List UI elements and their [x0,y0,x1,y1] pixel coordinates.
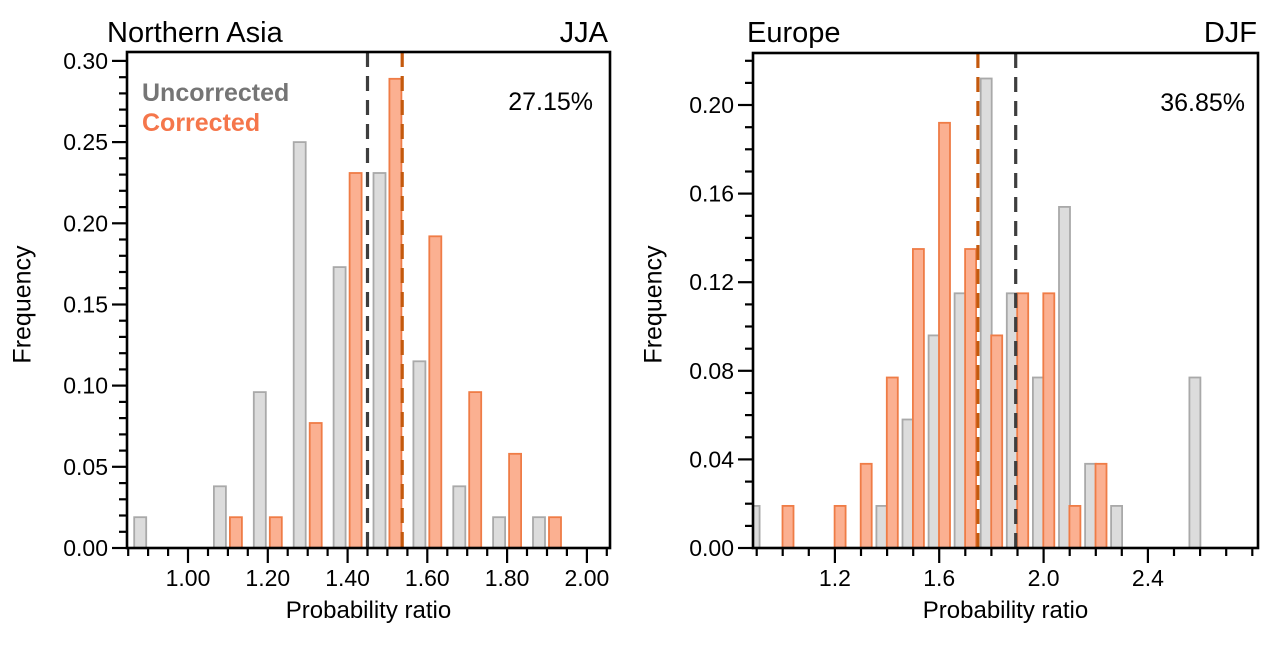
bar-uncorrected [452,485,467,548]
bar-uncorrected [1084,462,1097,548]
panel1-bars [133,77,562,548]
bar-uncorrected [492,516,507,548]
bar-corrected [990,334,1004,548]
y-tick-label: 0.30 [63,48,108,74]
bar-uncorrected [332,266,347,548]
bar-uncorrected [292,141,307,548]
bar-corrected [964,248,977,548]
y-tick-label: 0.10 [63,373,108,399]
panel2-title: Europe [747,17,841,49]
panel1-x-axis-label: Probability ratio [285,597,452,624]
panel2-bars [753,77,1202,548]
x-tick-label: 1.60 [405,565,450,591]
y-tick-label: 0.12 [689,269,734,295]
bar-corrected [508,452,523,548]
bar-uncorrected [412,360,427,548]
bar-uncorrected [901,418,915,548]
x-tick-label: 2.00 [565,565,610,591]
bar-corrected [428,235,443,548]
bar-corrected [1016,292,1030,548]
panel2-x-axis-label: Probability ratio [922,597,1089,624]
bar-corrected [468,391,483,548]
x-tick-label: 1.80 [485,565,530,591]
x-tick-label: 2.0 [1028,565,1060,591]
panel2-annotation-percent: 36.85% [1160,89,1245,117]
panel1-y-axis-label: Frequency [8,245,37,364]
bar-uncorrected [212,485,227,548]
bar-corrected [388,77,403,548]
legend-label-uncorrected: Uncorrected [142,79,290,107]
bar-corrected [833,504,847,548]
bar-uncorrected [1110,504,1123,548]
bar-uncorrected [372,172,387,548]
bar-corrected [859,462,873,548]
bar-corrected [912,248,925,548]
panel2-ticks [738,59,1254,563]
panel2-tick-labels: 1.2 1.6 2.0 2.4 0.00 0.04 0.08 0.12 0.16 0.20 [689,92,1164,591]
bar-uncorrected [875,504,889,548]
bar-corrected [938,121,951,548]
panel2-plot-box [751,51,1260,550]
bar-corrected [1042,292,1056,548]
x-tick-label: 1.40 [325,565,370,591]
y-tick-label: 0.20 [63,210,108,236]
y-tick-label: 0.20 [689,92,734,118]
bar-uncorrected [1188,376,1202,548]
bar-corrected [885,376,899,548]
legend-label-corrected: Corrected [142,109,261,137]
bar-corrected [308,422,323,548]
y-tick-label: 0.16 [689,181,734,207]
x-tick-label: 1.2 [819,565,851,591]
bar-uncorrected [927,334,941,548]
x-tick-label: 2.4 [1132,565,1164,591]
x-tick-label: 1.00 [166,565,211,591]
y-tick-label: 0.25 [63,129,108,155]
y-tick-label: 0.15 [63,292,108,318]
bar-corrected [348,172,363,548]
y-tick-label: 0.00 [63,535,108,561]
bar-corrected [548,516,562,548]
bar-uncorrected [532,516,546,548]
panel1-title: Northern Asia [107,17,283,49]
panel1-ticks [112,59,608,563]
panel1-plot-box [125,50,612,550]
y-tick-label: 0.04 [689,446,734,472]
bar-uncorrected [133,516,148,548]
bar-corrected [1068,504,1082,548]
x-tick-label: 1.6 [923,565,955,591]
bar-corrected [1094,462,1108,548]
bar-uncorrected [953,292,967,548]
y-tick-label: 0.00 [689,535,734,561]
x-tick-label: 1.20 [245,565,290,591]
bar-corrected [781,504,795,548]
panel1-season-label: JJA [559,17,608,49]
bar-corrected [228,516,243,548]
y-tick-label: 0.08 [689,358,734,384]
panel2-season-label: DJF [1203,17,1257,49]
bar-uncorrected [1032,376,1045,548]
bar-corrected [268,516,283,548]
panel2-y-axis-label: Frequency [639,245,668,364]
y-tick-label: 0.05 [63,454,108,480]
bar-uncorrected [979,77,993,548]
panel1-annotation-percent: 27.15% [508,88,593,116]
bar-uncorrected [1058,205,1071,548]
panel1-tick-labels: 1.00 1.20 1.40 1.60 1.80 2.00 0.00 0.05 0.10 0.15… [63,48,609,591]
bar-uncorrected [252,391,267,548]
